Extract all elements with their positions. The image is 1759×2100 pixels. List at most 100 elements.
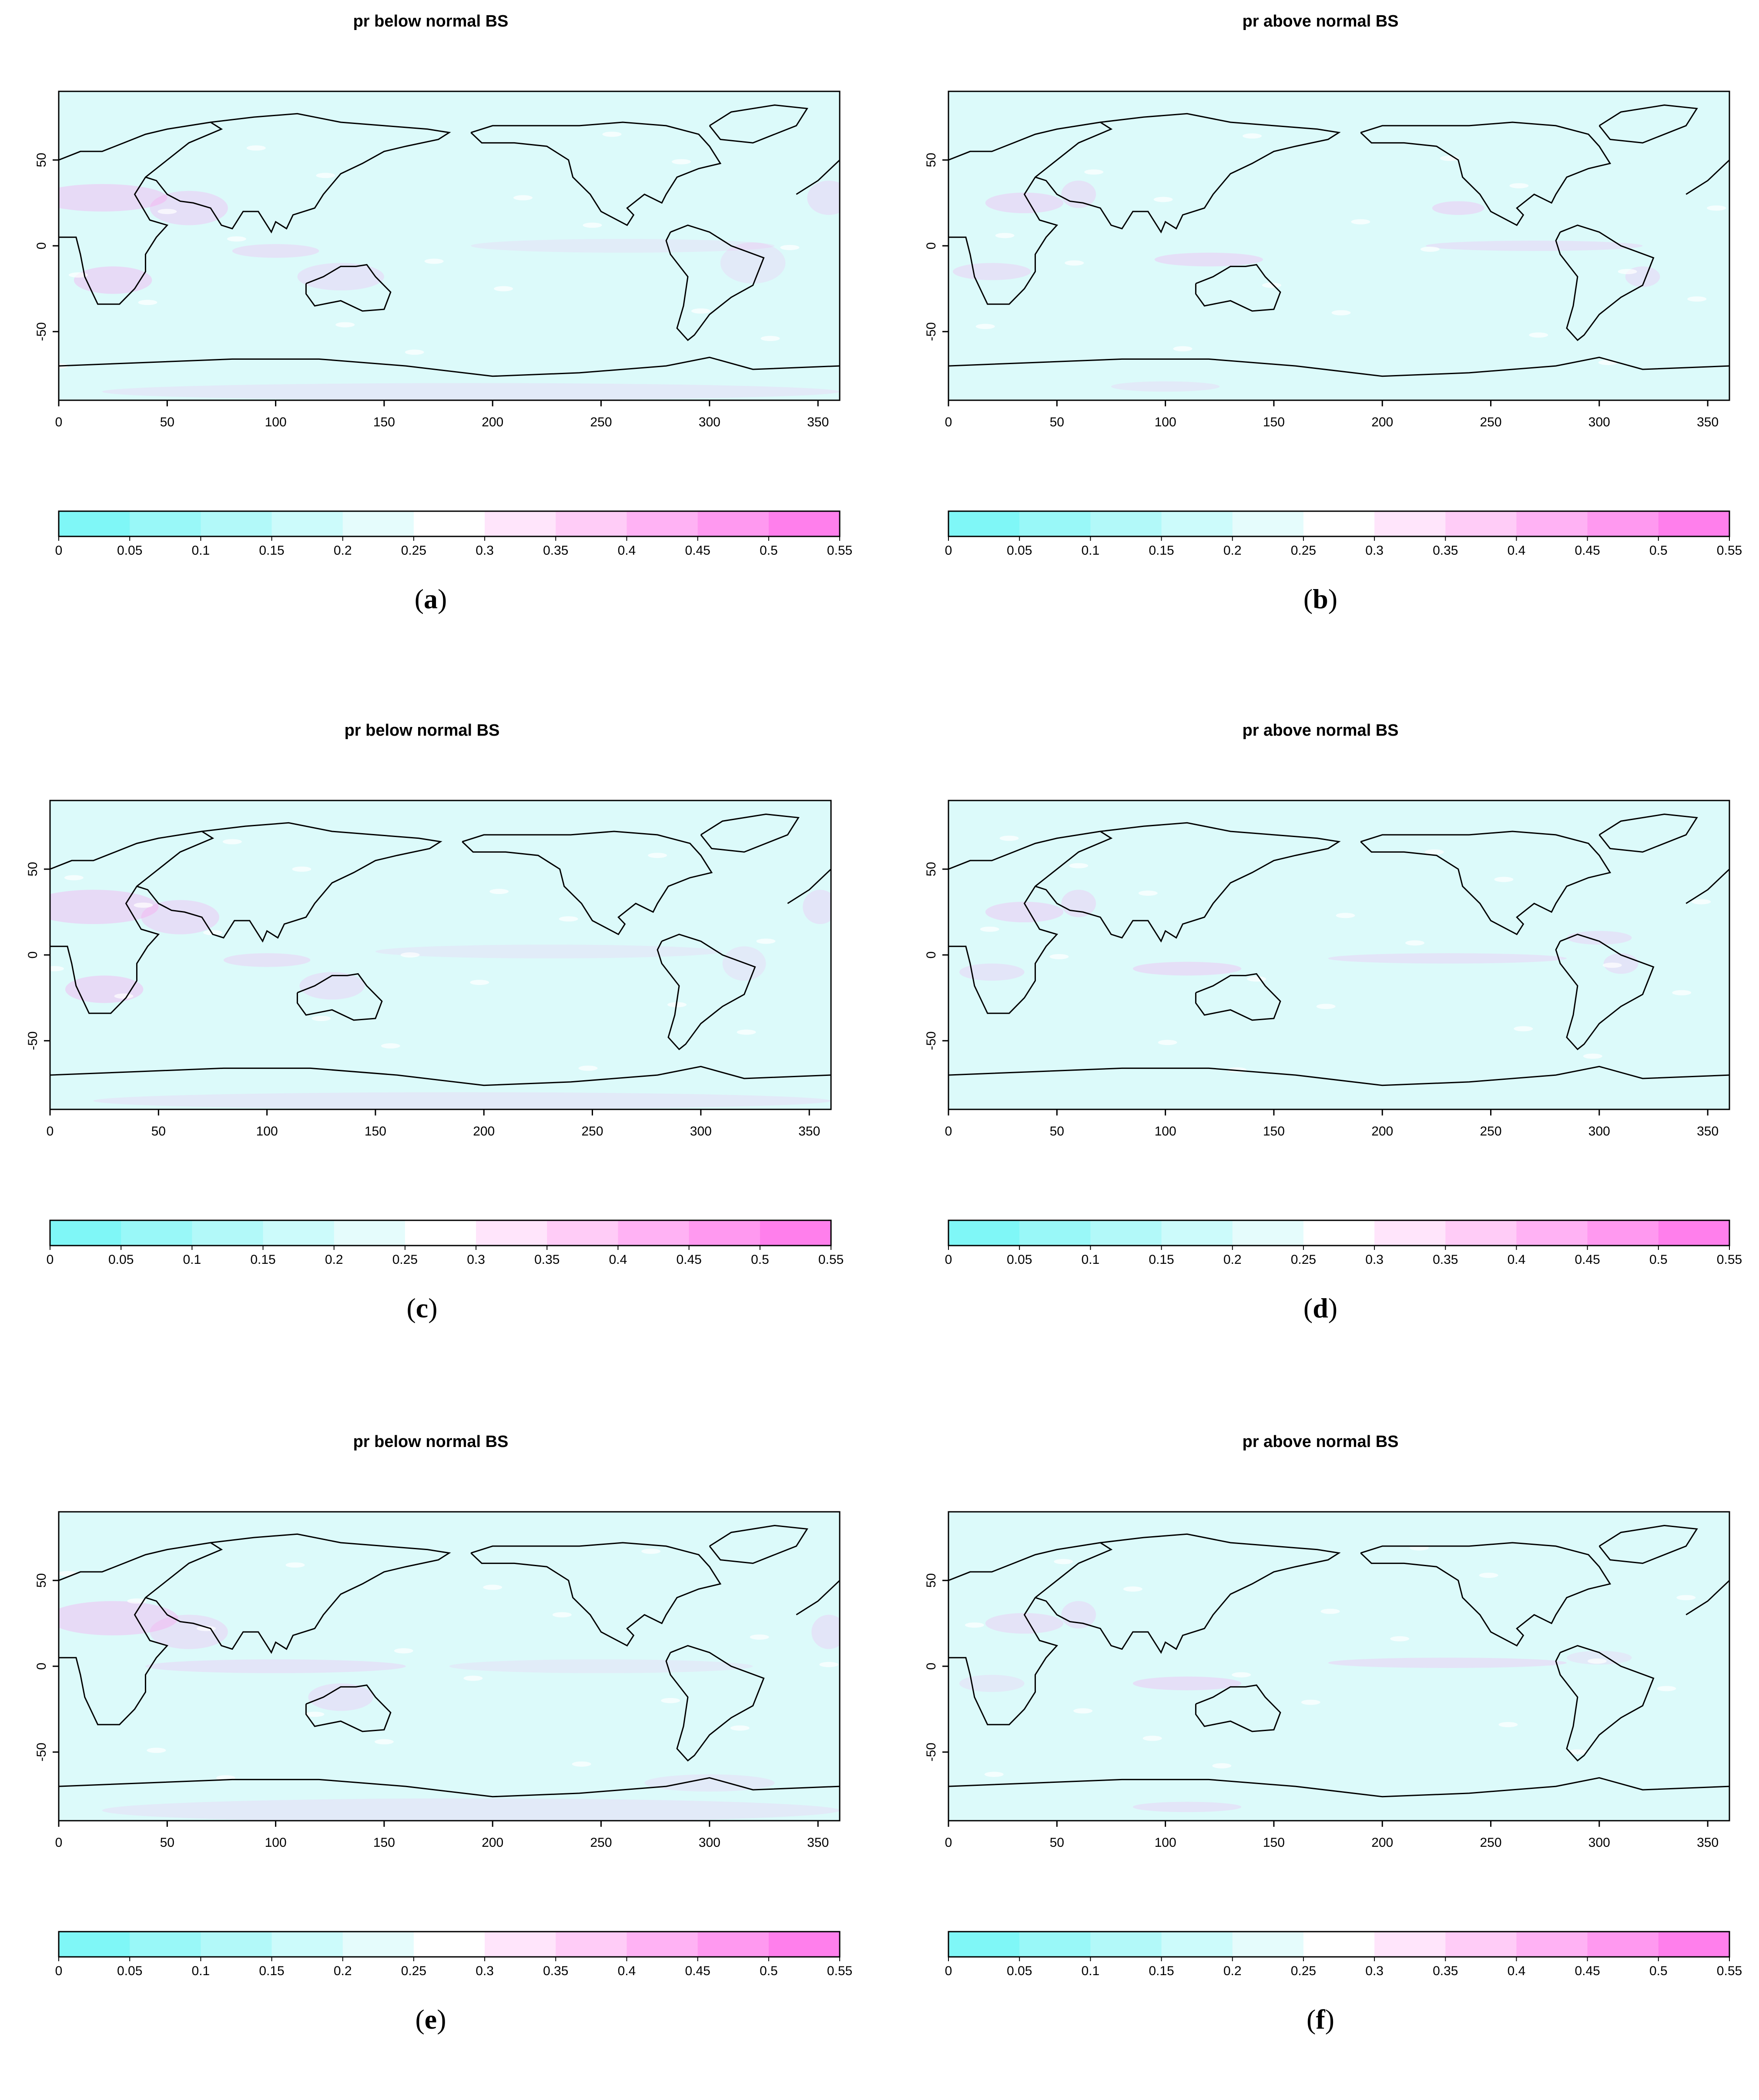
anomaly-patch [74, 266, 152, 294]
anomaly-patch [297, 263, 384, 291]
low-signal-patch [114, 993, 134, 999]
panel-f: pr above normal BS 0 50 100 150 200 250 300 350… [907, 1425, 1742, 2069]
anomaly-patch [1061, 181, 1096, 208]
colorbar-label: 0.25 [1291, 1964, 1316, 1978]
colorbar-label: 0.3 [467, 1253, 485, 1267]
colorbar-label: 0.05 [1007, 1253, 1032, 1267]
precip-map: 0 50 100 150 200 250 300 350 50 0 -50 0 0.05 0.1 0.15 0… [34, 1511, 852, 1978]
map-title: pr above normal BS [1242, 12, 1399, 30]
colorbar-segment [556, 511, 627, 536]
colorbar-segment [618, 1220, 690, 1246]
colorbar-label: 0.1 [192, 543, 210, 558]
panel-caption: (e) [415, 2004, 446, 2035]
y-tick-label: 0 [26, 951, 40, 959]
low-signal-patch [761, 336, 780, 341]
colorbar-label: 0.35 [1433, 1964, 1458, 1978]
colorbar-label: 0.3 [1365, 543, 1384, 558]
panel-caption: (f) [1307, 2004, 1334, 2035]
low-signal-patch [1054, 1559, 1073, 1564]
colorbar-segment [1019, 511, 1091, 536]
colorbar-segment [405, 1220, 476, 1246]
low-signal-patch [661, 1698, 680, 1703]
coastline [296, 973, 383, 1021]
y-tick-label: 50 [26, 862, 40, 876]
x-tick-label: 150 [1263, 415, 1285, 429]
low-signal-patch [984, 1772, 1004, 1777]
low-signal-patch [578, 1065, 598, 1071]
low-signal-patch [1351, 219, 1370, 224]
low-signal-patch [134, 902, 153, 908]
anomaly-patch [1132, 961, 1242, 976]
x-tick-label: 250 [590, 1835, 612, 1850]
low-signal-patch [203, 930, 222, 935]
low-signal-patch [285, 1562, 305, 1568]
colorbar-label: 0.3 [1365, 1253, 1384, 1267]
coastline [787, 868, 831, 904]
anomaly-patch [150, 191, 228, 225]
anomaly-patch [985, 1613, 1064, 1634]
map-title: pr above normal BS [1242, 721, 1399, 740]
colorbar-segment [271, 511, 343, 536]
colorbar-label: 0.15 [259, 1964, 284, 1978]
coastline [1685, 868, 1729, 904]
anomaly-patch [985, 192, 1064, 214]
low-signal-patch [975, 324, 995, 329]
x-tick-label: 250 [1480, 1835, 1501, 1850]
x-tick-label: 100 [1155, 1124, 1176, 1139]
colorbar-segment [547, 1220, 618, 1246]
coastline [709, 104, 808, 144]
anomaly-patch [959, 963, 1025, 981]
colorbar-label: 0 [945, 1964, 952, 1978]
low-signal-patch [405, 349, 424, 355]
colorbar-segment [556, 1932, 627, 1957]
anomaly-patch [1154, 252, 1263, 267]
low-signal-patch [559, 916, 578, 922]
colorbar-label: 0.5 [1649, 1253, 1668, 1267]
anomaly-patch [232, 244, 319, 258]
colorbar-segment [948, 511, 1020, 536]
coastline [1555, 224, 1655, 341]
colorbar-segment [1658, 1220, 1730, 1246]
low-signal-patch [1568, 1749, 1587, 1755]
precip-map: 0 50 100 150 200 250 300 350 50 0 -50 0 0.05 0.1 0.15 0… [34, 90, 852, 558]
colorbar-label: 0.55 [1717, 1964, 1742, 1978]
colorbar-segment [192, 1220, 264, 1246]
colorbar-label: 0.4 [1508, 1964, 1526, 1978]
low-signal-patch [227, 236, 246, 242]
low-signal-patch [312, 1015, 331, 1021]
precip-map: 0 50 100 150 200 250 300 350 50 0 -50 0 0.05 0.1 0.15 0… [26, 800, 844, 1267]
colorbar-frame [948, 510, 1730, 537]
y-tick-label: -50 [34, 322, 49, 341]
colorbar-segment [1445, 1220, 1517, 1246]
colorbar-frame [49, 1219, 832, 1246]
low-signal-patch [980, 926, 999, 932]
x-tick-label: 300 [699, 1835, 720, 1850]
low-signal-patch [463, 1675, 483, 1681]
colorbar-segment [1587, 511, 1659, 536]
low-signal-patch [583, 222, 602, 228]
colorbar-label: 0 [55, 1964, 63, 1978]
x-tick-label: 350 [798, 1124, 820, 1139]
colorbar-segment [1019, 1220, 1091, 1246]
x-tick-label: 350 [1697, 1835, 1719, 1850]
x-tick-label: 150 [373, 1835, 395, 1850]
colorbar-frame [58, 1931, 841, 1958]
colorbar-segment [201, 1932, 272, 1957]
colorbar-label: 0.15 [259, 543, 284, 558]
x-tick-label: 250 [581, 1124, 603, 1139]
panel-caption: (b) [1303, 583, 1338, 614]
colorbar-segment [1161, 1932, 1233, 1957]
low-signal-patch [572, 1761, 591, 1767]
colorbar-label: 0.55 [1717, 1253, 1742, 1267]
colorbar-segment [485, 1932, 556, 1957]
colorbar-label: 0.5 [751, 1253, 769, 1267]
colorbar-segment [476, 1220, 547, 1246]
coastline [59, 1542, 223, 1725]
x-tick-label: 350 [1697, 415, 1719, 429]
colorbar-label: 0.2 [334, 1964, 352, 1978]
colorbar-segment [627, 511, 698, 536]
low-signal-patch [1262, 282, 1281, 288]
low-signal-patch [292, 866, 312, 872]
y-tick-label: 50 [924, 153, 938, 167]
x-tick-label: 200 [1371, 415, 1393, 429]
